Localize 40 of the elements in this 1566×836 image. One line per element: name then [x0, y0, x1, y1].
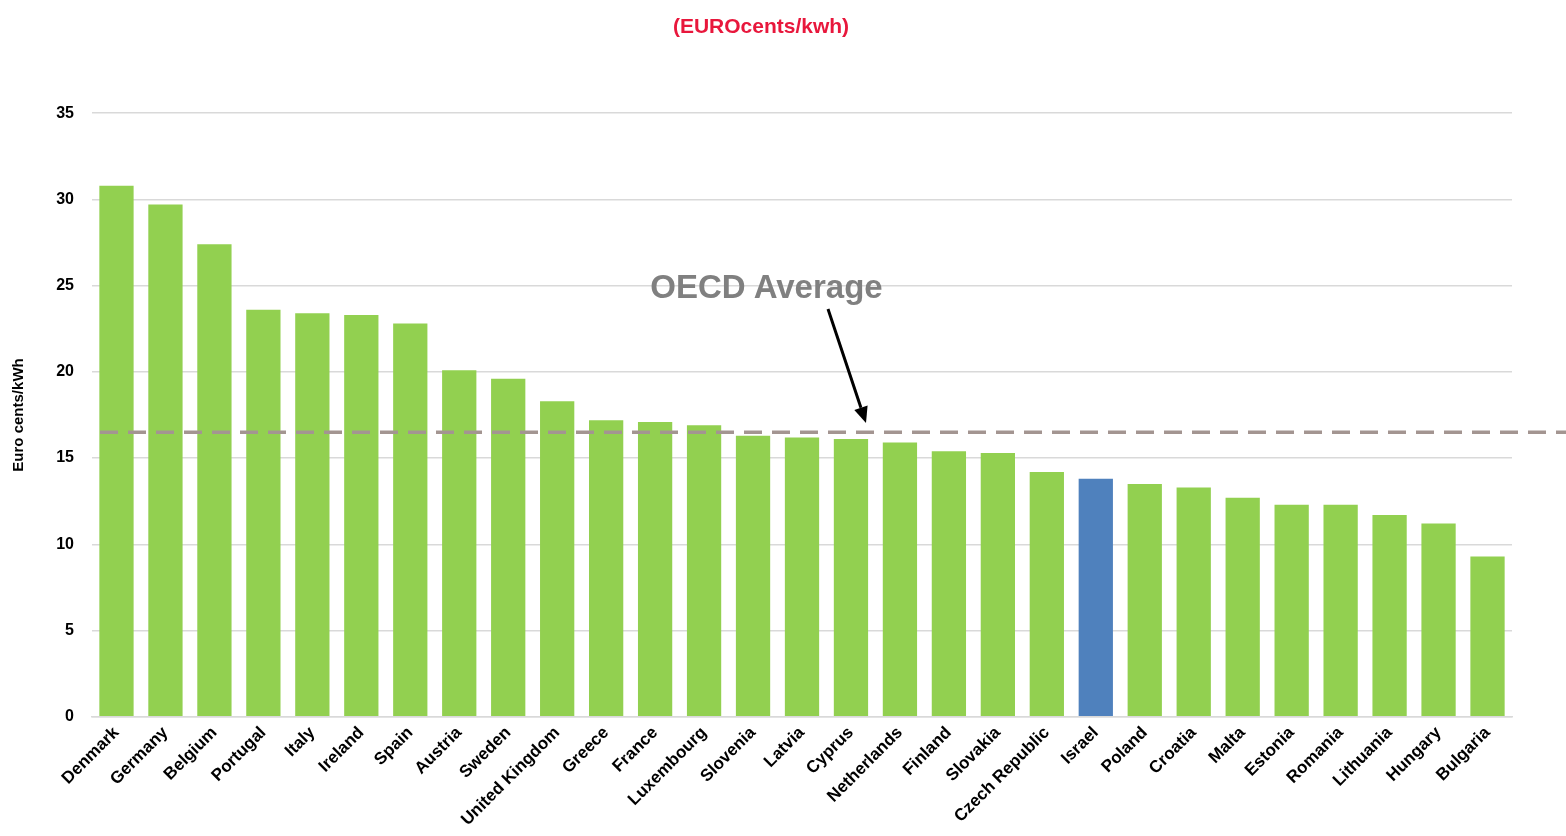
y-tick-label: 30: [56, 189, 75, 207]
bar: [980, 452, 1015, 717]
y-tick-label: 35: [56, 103, 75, 121]
bar: [442, 370, 477, 717]
bar: [637, 421, 673, 717]
y-tick-label: 15: [56, 448, 75, 466]
chart-title: (EUROcents/kwh): [672, 14, 850, 38]
bar: [589, 420, 624, 717]
bar: [540, 401, 575, 717]
bar: [99, 185, 134, 717]
y-tick-label: 10: [56, 534, 75, 552]
bar: [784, 437, 820, 717]
bar: [882, 442, 918, 717]
bar: [491, 378, 526, 717]
bar: [295, 313, 330, 717]
bar: [1029, 471, 1064, 717]
bar: [393, 323, 428, 717]
bar: [1225, 497, 1260, 717]
bar: [197, 244, 232, 717]
bar: [931, 451, 967, 717]
bar: [1274, 504, 1309, 717]
y-axis-title: Euro cents/kWh: [9, 358, 27, 472]
bar: [833, 439, 869, 717]
bar: [686, 425, 722, 717]
bar: [148, 204, 183, 717]
y-tick-label: 5: [65, 620, 75, 638]
bar: [735, 435, 771, 717]
bar: [1421, 523, 1456, 717]
bar: [1176, 487, 1211, 717]
bar: [246, 309, 281, 717]
bar: [1078, 478, 1113, 717]
ref-line-label: OECD Average: [650, 268, 883, 306]
bar: [1372, 515, 1407, 717]
bar: [1323, 504, 1358, 717]
bar: [344, 314, 379, 717]
y-tick-label: 0: [65, 707, 75, 725]
bar: [1470, 556, 1505, 717]
y-tick-label: 25: [56, 276, 75, 294]
y-tick-label: 20: [56, 362, 75, 380]
bar: [1127, 483, 1162, 717]
